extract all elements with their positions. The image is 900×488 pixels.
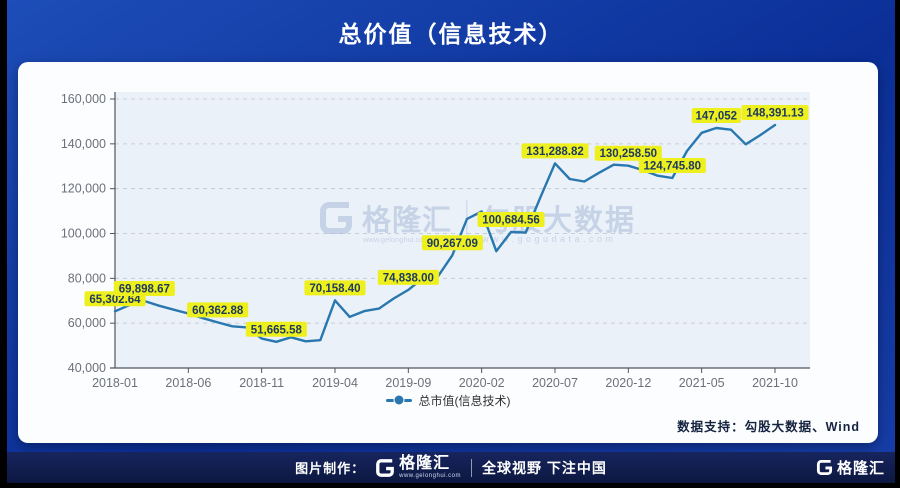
svg-text:60,000: 60,000 [68,316,106,330]
svg-text:2018-11: 2018-11 [239,376,284,390]
svg-text:147,052: 147,052 [696,111,738,123]
page-background: 总价值（信息技术） 格隆汇 www.gelonghui.com 勾股大数据 www.g… [7,0,895,483]
svg-text:格隆汇: 格隆汇 [362,204,452,237]
svg-text:2020-02: 2020-02 [459,376,505,390]
svg-text:74,838.00: 74,838.00 [383,272,434,284]
brand-url: www.gelonghui.com [399,473,461,479]
svg-text:124,745.80: 124,745.80 [644,161,702,173]
svg-text:80,000: 80,000 [68,271,106,285]
svg-text:www.gogudata.com: www.gogudata.com [481,234,617,244]
svg-text:70,158.40: 70,158.40 [309,283,360,295]
legend-line-marker-icon [385,394,412,406]
svg-text:2019-09: 2019-09 [385,376,431,390]
svg-text:40,000: 40,000 [68,361,106,375]
svg-text:148,391.13: 148,391.13 [746,108,804,120]
svg-text:2019-04: 2019-04 [312,376,358,390]
svg-text:65,302.64: 65,302.64 [89,294,141,306]
gelonghui-g-icon [376,458,395,477]
brand-name: 格隆汇 [399,455,451,472]
svg-text:2021-05: 2021-05 [679,376,725,390]
footer-right-logo: 格隆汇 [816,457,885,478]
header: 总价值（信息技术） [7,0,895,62]
gelonghui-g-icon [816,459,833,476]
footer-bar: 图片制作： 格隆汇 www.gelonghui.com 全球视野 下注中国 格隆… [7,452,895,483]
svg-text:www.gelonghui.com: www.gelonghui.com [362,235,430,244]
footer-divider [471,458,472,477]
svg-text:130,258.50: 130,258.50 [600,148,658,160]
svg-text:120,000: 120,000 [61,182,106,196]
chart-card: 格隆汇 www.gelonghui.com 勾股大数据 www.gogudata.co… [18,62,878,443]
svg-text:69,898.67: 69,898.67 [119,284,170,296]
svg-text:2021-10: 2021-10 [752,376,798,390]
svg-text:140,000: 140,000 [61,137,106,151]
brand-name: 格隆汇 [836,460,885,477]
svg-text:2018-06: 2018-06 [165,376,211,390]
gelonghui-logo: 格隆汇 www.gelonghui.com [375,456,461,479]
svg-text:60,362.88: 60,362.88 [192,305,244,317]
footer-center-group: 图片制作： 格隆汇 www.gelonghui.com 全球视野 下注中国 [295,456,607,480]
legend-label: 总市值(信息技术) [418,393,511,408]
chart-area[interactable]: 格隆汇 www.gelonghui.com 勾股大数据 www.gogudata.co… [18,62,878,392]
svg-text:2020-07: 2020-07 [532,376,578,390]
market-cap-line-chart: 格隆汇www.gelonghui.com勾股大数据www.gogudata.co… [61,92,810,390]
svg-text:2018-01: 2018-01 [92,376,138,390]
svg-text:100,000: 100,000 [61,227,106,241]
page-title: 总价值（信息技术） [338,21,564,47]
made-by-label: 图片制作： [295,461,366,476]
svg-text:131,288.82: 131,288.82 [526,146,584,158]
legend-item-market-cap[interactable]: 总市值(信息技术) [18,390,878,410]
svg-text:2020-12: 2020-12 [605,376,651,390]
svg-text:160,000: 160,000 [61,92,106,106]
svg-text:100,684.56: 100,684.56 [482,215,540,227]
svg-text:51,665.58: 51,665.58 [251,324,303,336]
footer-slogan: 全球视野 下注中国 [482,459,607,476]
svg-text:90,267.09: 90,267.09 [427,238,478,250]
data-support-text: 数据支持：勾股大数据、Wind [677,420,860,434]
legend-dot-icon [393,394,404,406]
